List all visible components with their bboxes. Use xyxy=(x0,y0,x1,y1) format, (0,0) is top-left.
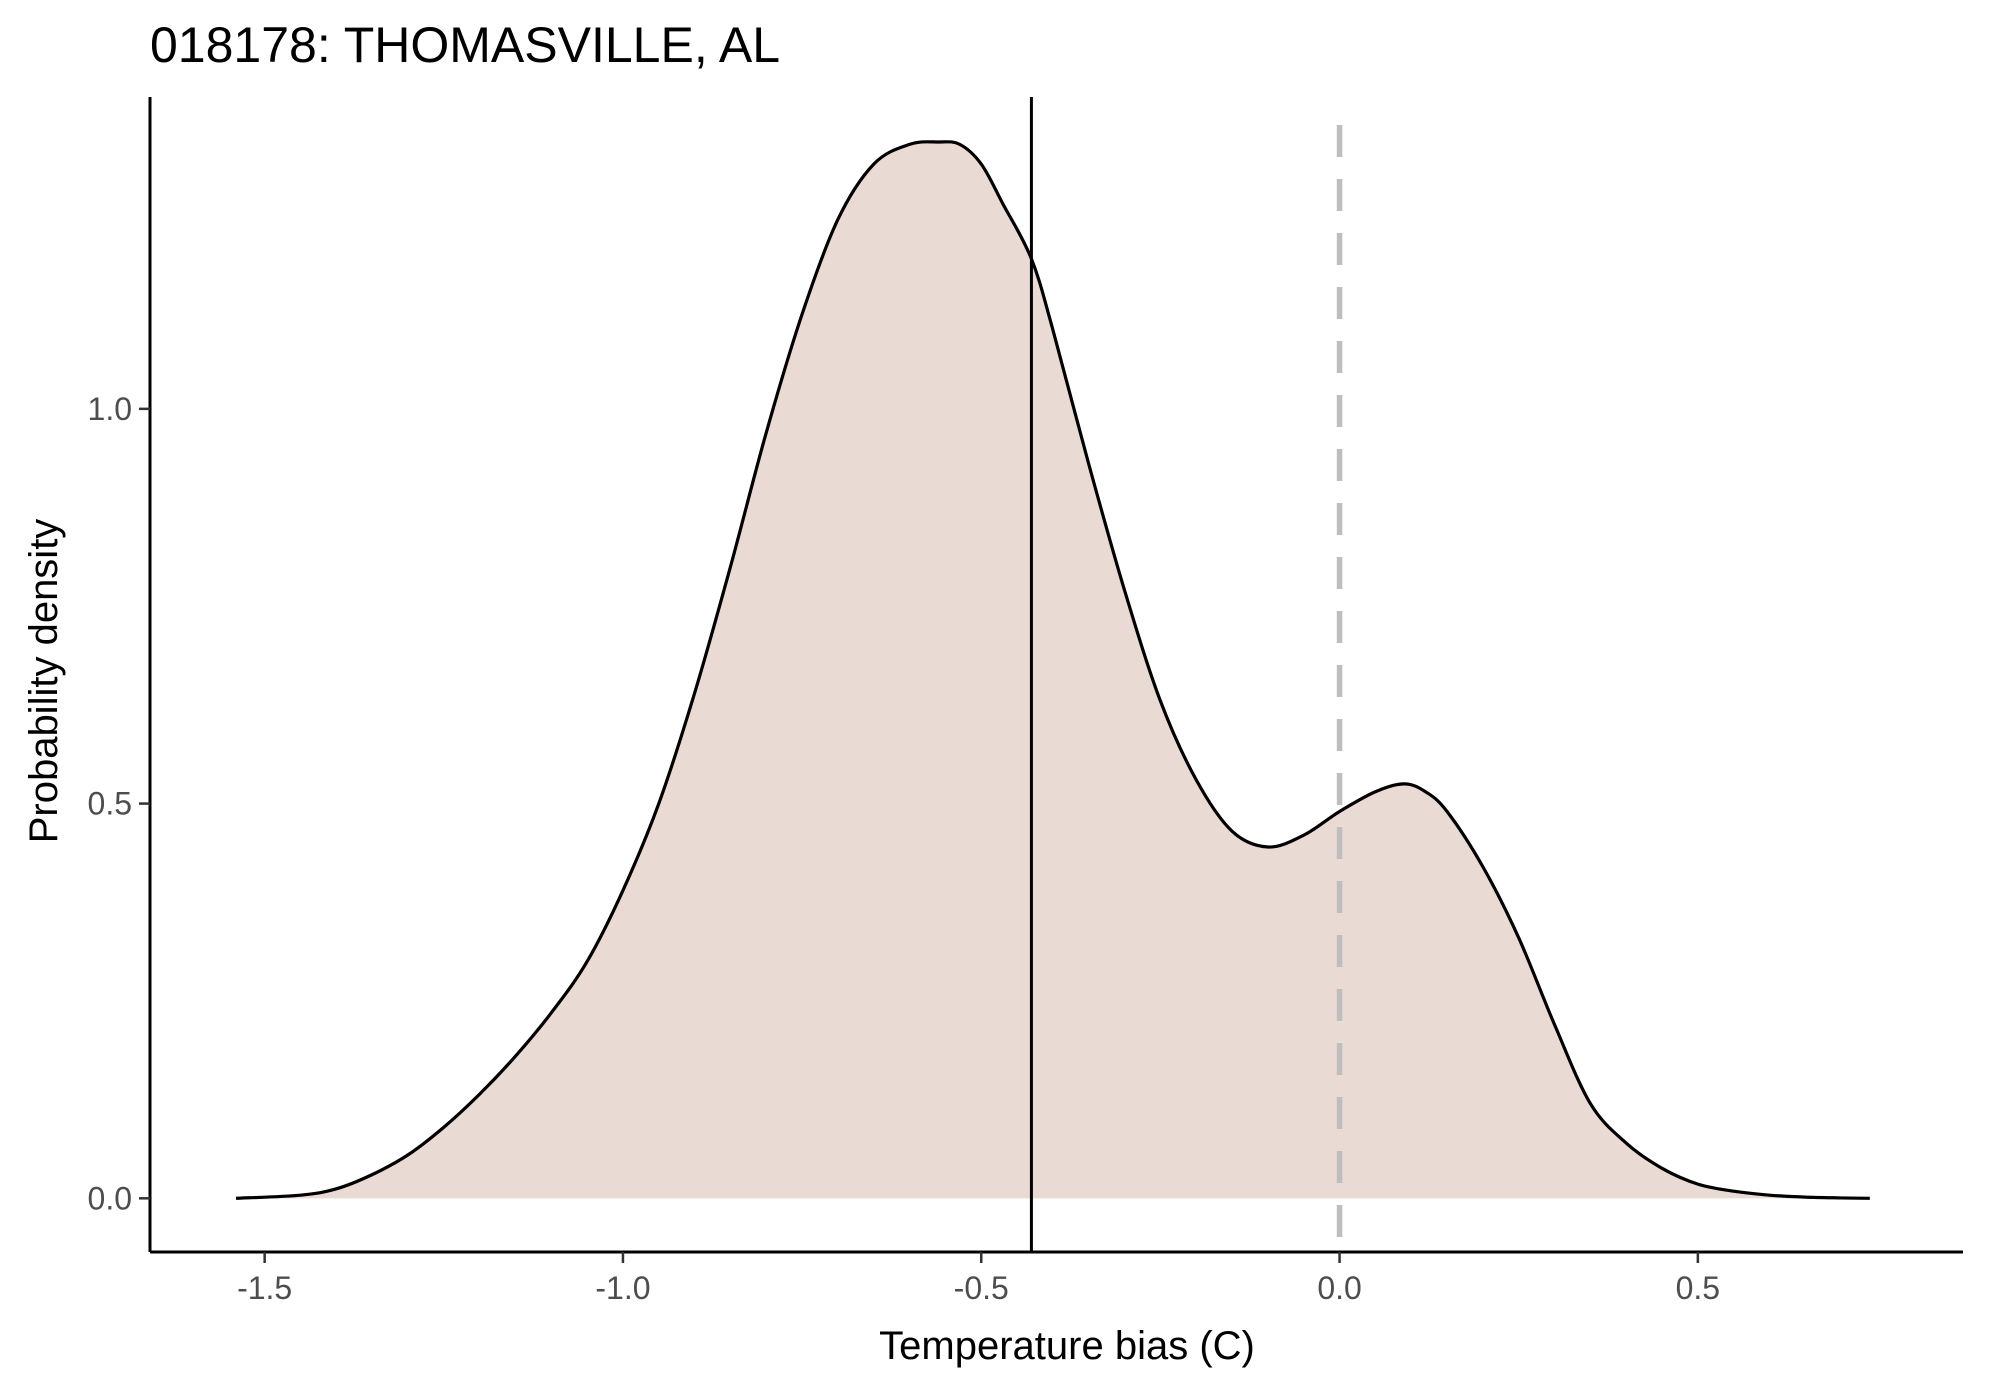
x-tick-label: -1.0 xyxy=(595,1270,650,1306)
plot-area xyxy=(235,97,1870,1252)
density-fill-area xyxy=(235,141,1870,1199)
chart-title: 018178: THOMASVILLE, AL xyxy=(150,17,780,73)
x-axis-ticks: -1.5 -1.0 -0.5 0.0 0.5 xyxy=(237,1252,1720,1306)
y-tick-label: 1.0 xyxy=(88,391,132,427)
density-curve-line xyxy=(235,140,1870,1200)
x-tick-label: 0.5 xyxy=(1676,1270,1720,1306)
y-tick-label: 0.5 xyxy=(88,786,132,822)
x-tick-label: -1.5 xyxy=(237,1270,292,1306)
y-tick-label: 0.0 xyxy=(88,1180,132,1216)
y-axis-ticks: 0.0 0.5 1.0 xyxy=(88,391,150,1216)
x-axis-label: Temperature bias (C) xyxy=(879,1324,1255,1368)
x-tick-label: 0.0 xyxy=(1317,1270,1361,1306)
y-axis-label: Probability density xyxy=(22,519,66,844)
x-tick-label: -0.5 xyxy=(954,1270,1009,1306)
